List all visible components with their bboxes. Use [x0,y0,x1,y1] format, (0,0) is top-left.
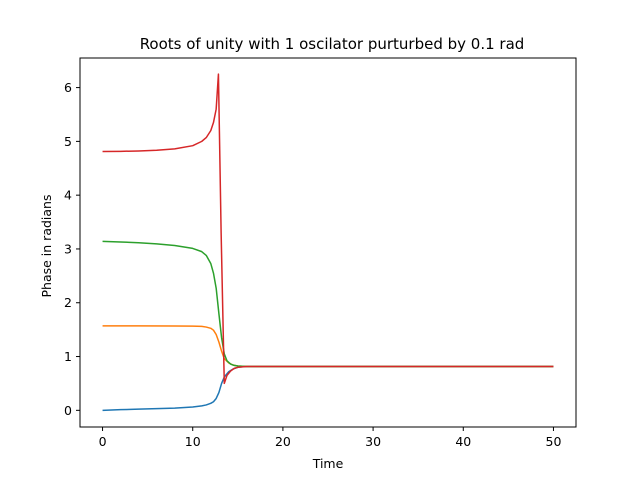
y-tick-label: 0 [64,403,72,418]
plot-lines [102,73,554,412]
y-tick-label: 5 [64,134,72,149]
x-axis-label: Time [312,456,344,471]
x-tick-label: 40 [455,434,471,449]
series-line-1 [102,365,554,412]
x-axis-ticks: 0 10 20 30 40 50 [99,427,562,449]
y-tick-label: 3 [64,241,72,256]
series-line-4 [102,73,554,385]
x-tick-label: 30 [365,434,381,449]
x-tick-label: 0 [99,434,107,449]
y-axis-ticks: 0 1 2 3 4 5 6 [64,80,80,418]
chart-title: Roots of unity with 1 oscilator purturbe… [140,35,525,53]
y-axis-label: Phase in radians [39,195,54,298]
x-tick-label: 50 [546,434,562,449]
x-tick-label: 20 [275,434,291,449]
plot-frame [79,57,577,428]
y-tick-label: 6 [64,80,72,95]
y-tick-label: 1 [64,349,72,364]
series-line-2 [102,325,554,368]
y-tick-label: 2 [64,295,72,310]
x-tick-label: 10 [185,434,201,449]
y-tick-label: 4 [64,188,72,203]
series-line-3 [102,240,554,368]
